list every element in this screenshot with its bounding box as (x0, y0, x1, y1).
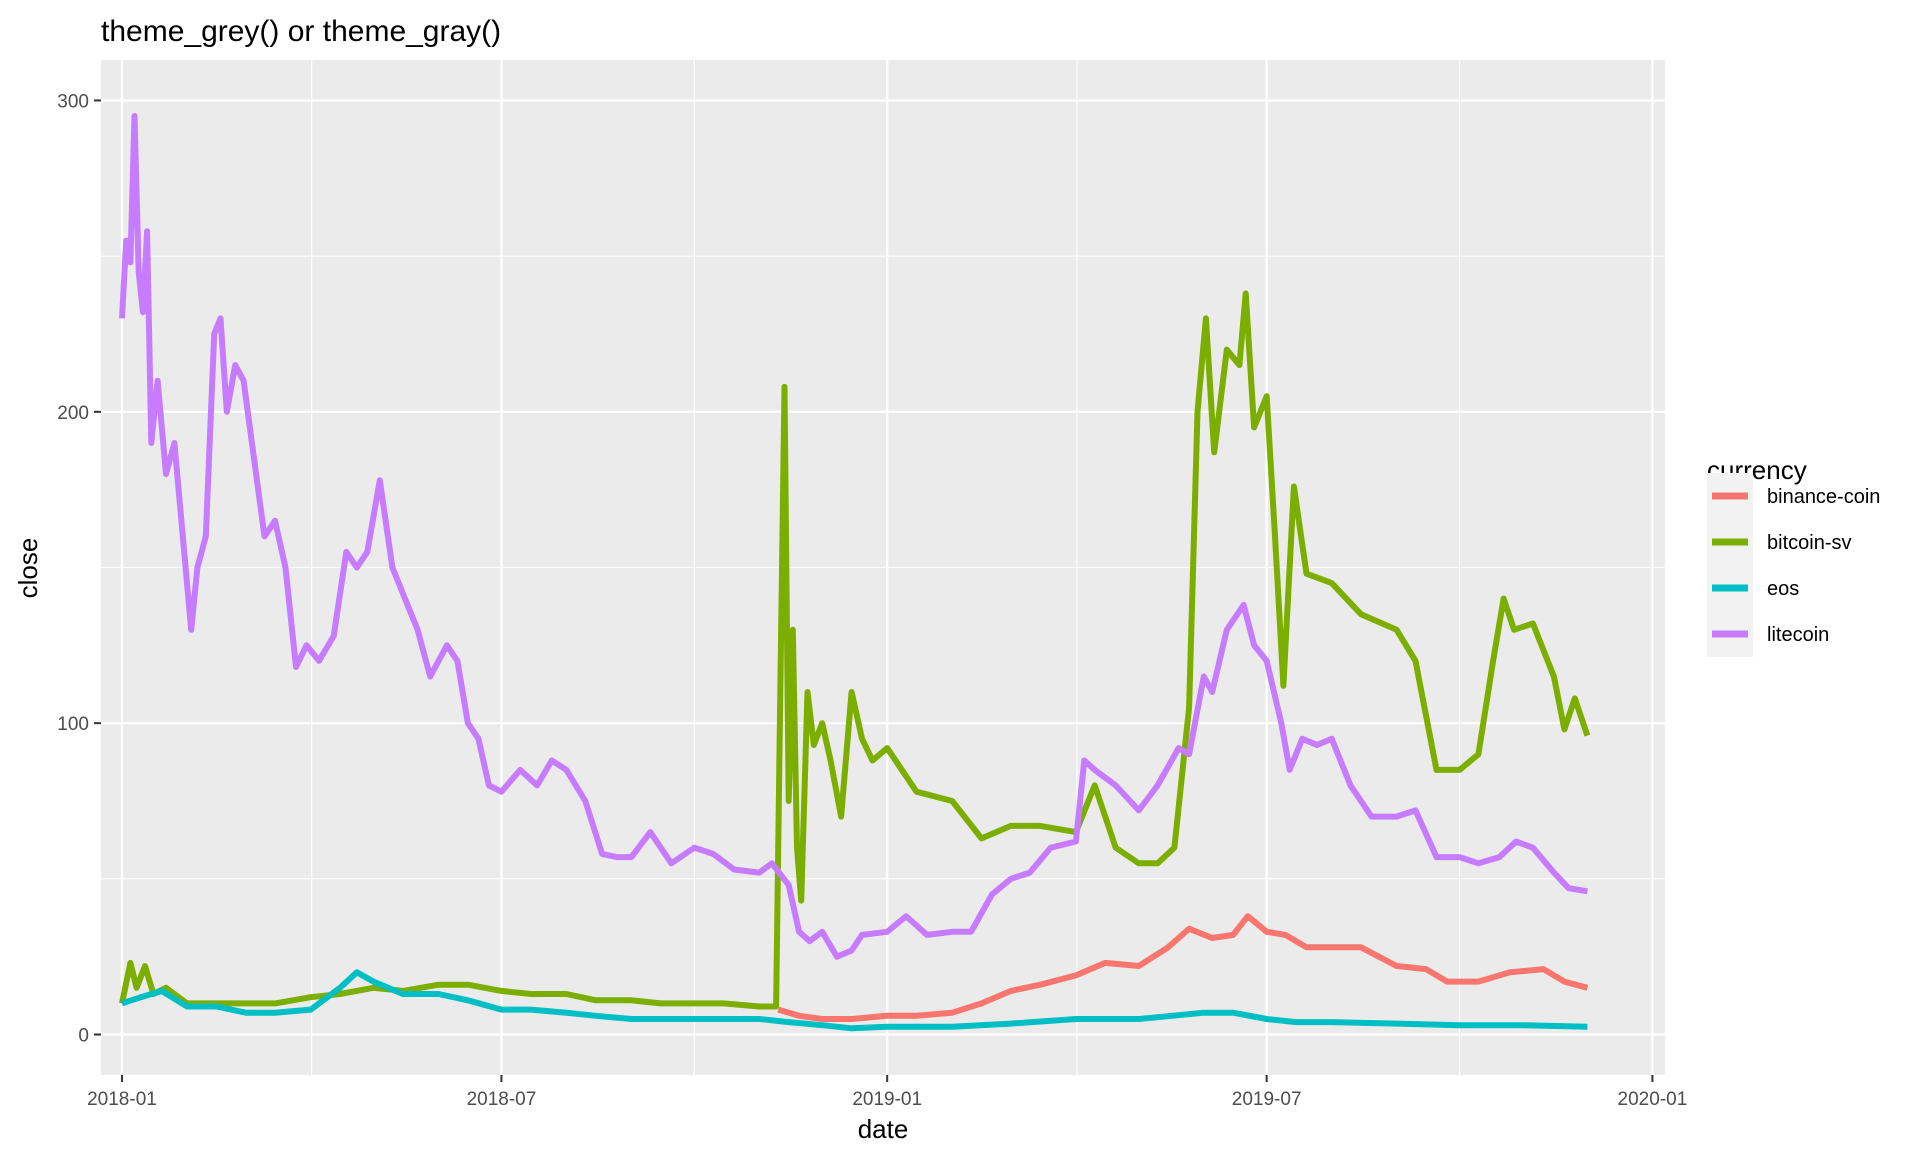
x-axis-label: date (858, 1114, 909, 1144)
x-axis: 2018-01 2018-07 2019-01 2019-07 2020-01 (87, 1075, 1687, 1110)
x-tick-label: 2018-01 (87, 1089, 157, 1110)
x-tick-label: 2020-01 (1618, 1089, 1688, 1110)
series-line-binance-coin (777, 913, 1589, 1022)
legend-label: bitcoin-sv (1767, 532, 1851, 554)
y-tick-label: 100 (57, 714, 89, 735)
series-layer (119, 113, 1591, 1032)
legend: currency binance-coinbitcoin-sveosliteco… (1707, 455, 1880, 657)
legend-label: eos (1767, 578, 1799, 600)
legend-label: litecoin (1767, 624, 1829, 646)
minor-gridlines (101, 60, 1665, 1075)
legend-label: binance-coin (1767, 486, 1880, 508)
y-axis: 0 100 200 300 (57, 91, 101, 1047)
series-line-litecoin (119, 113, 1588, 960)
x-tick-label: 2019-07 (1232, 1089, 1302, 1110)
series-line-bitcoin-sv (119, 290, 1591, 1010)
y-tick-label: 300 (57, 91, 89, 112)
y-tick-label: 200 (57, 403, 89, 424)
x-tick-label: 2019-01 (852, 1089, 922, 1110)
legend-keys: binance-coin bitcoin-sv eos litecoin (1707, 473, 1880, 657)
x-tick-label: 2018-07 (467, 1089, 537, 1110)
y-axis-label: close (13, 538, 43, 599)
chart-title: theme_grey() or theme_gray() (101, 15, 501, 48)
series-line-eos (121, 969, 1588, 1032)
major-gridlines (101, 60, 1665, 1075)
y-tick-label: 0 (78, 1026, 89, 1047)
